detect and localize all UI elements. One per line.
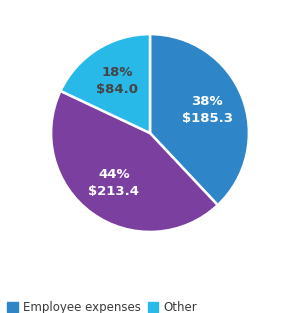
Wedge shape [51, 91, 218, 232]
Text: 18%
$84.0: 18% $84.0 [96, 66, 138, 96]
Legend: Employee expenses, Grant expenses, Other: Employee expenses, Grant expenses, Other [3, 296, 201, 313]
Wedge shape [61, 34, 150, 133]
Wedge shape [150, 34, 249, 205]
Text: 38%
$185.3: 38% $185.3 [182, 95, 232, 126]
Text: 44%
$213.4: 44% $213.4 [88, 168, 140, 198]
